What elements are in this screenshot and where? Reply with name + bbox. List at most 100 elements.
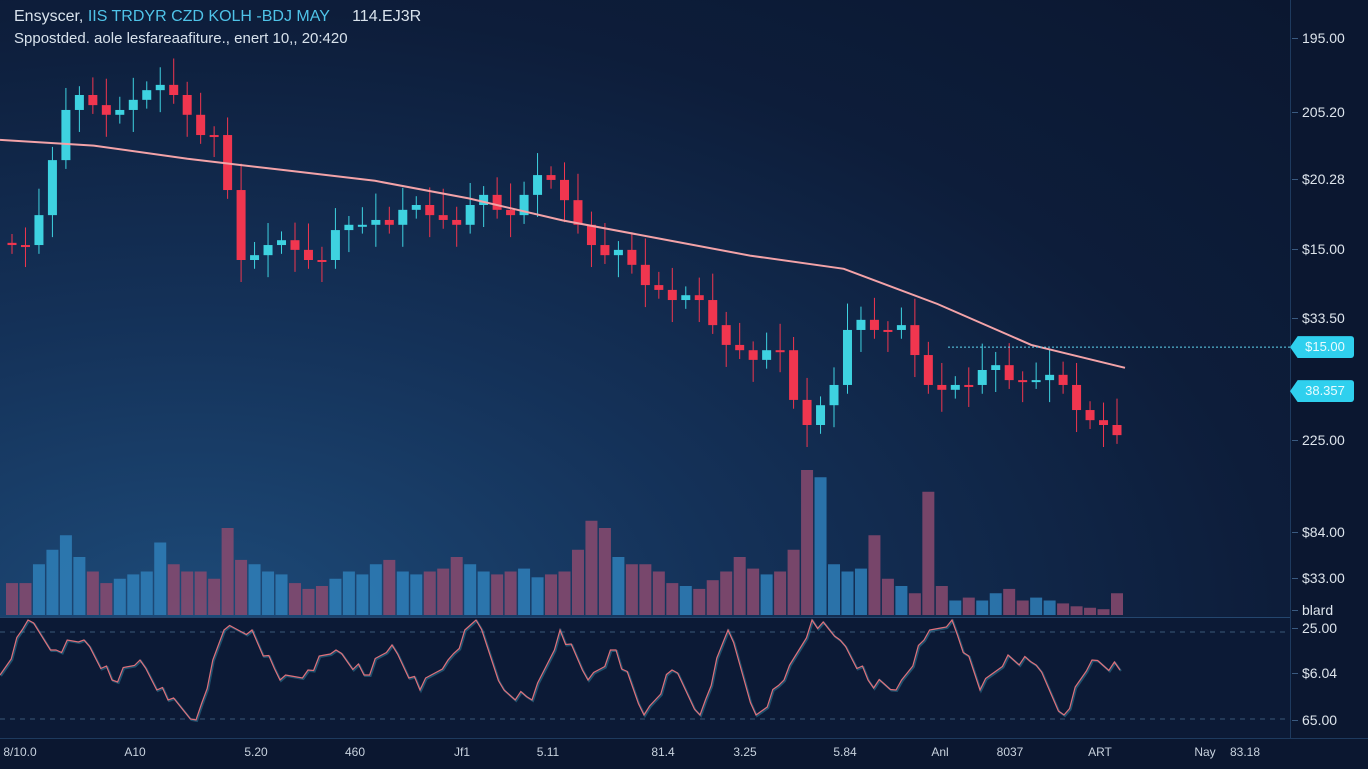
candle — [654, 271, 664, 299]
volume-bar — [1043, 600, 1056, 615]
candle — [748, 341, 758, 382]
volume-bar — [383, 559, 396, 615]
volume-bar — [248, 564, 261, 615]
candle-body — [627, 249, 637, 265]
candle — [1112, 398, 1122, 444]
candle — [896, 307, 906, 339]
candle-body — [115, 109, 125, 115]
candle-body — [169, 84, 179, 95]
volume-bar — [1003, 588, 1016, 615]
candle-body — [20, 245, 30, 248]
candles — [7, 58, 1122, 447]
candle — [47, 146, 57, 238]
price-label: 114.EJ3R — [352, 8, 422, 25]
volume-bar — [1057, 603, 1070, 615]
volume-bar — [1016, 600, 1029, 615]
volume-bar — [315, 586, 328, 615]
candle — [61, 87, 71, 169]
candle — [101, 78, 111, 137]
candle-body — [896, 325, 906, 330]
candle-body — [600, 245, 610, 256]
x-axis-label: 5.11 — [536, 745, 560, 759]
candle-body — [101, 105, 111, 115]
candle-body — [856, 319, 866, 330]
candle — [519, 181, 529, 224]
price-axis-line — [1290, 0, 1291, 740]
x-axis-label: 5.84 — [833, 745, 857, 759]
volume-bar — [288, 583, 301, 615]
volume-bar — [881, 578, 894, 615]
x-axis-label: 3.25 — [733, 745, 757, 759]
candle — [910, 298, 920, 378]
x-axis-label: Anl — [931, 745, 949, 759]
title-prefix: Ensyscer, — [14, 8, 84, 25]
candle — [209, 126, 219, 158]
candle — [115, 96, 125, 124]
candle-body — [694, 295, 704, 301]
candle — [425, 187, 435, 238]
candle — [411, 196, 421, 219]
candle-body — [61, 109, 71, 161]
y-axis-label: $33.00 — [1292, 570, 1345, 586]
candle — [640, 238, 650, 308]
candle — [330, 208, 340, 269]
volume-bar — [167, 564, 180, 615]
candle — [977, 343, 987, 394]
candle — [546, 166, 556, 189]
candle — [667, 267, 677, 323]
candle-body — [7, 242, 17, 246]
price-tag: $15.00 — [1290, 336, 1354, 359]
volume-bar — [46, 549, 59, 615]
candle-body — [250, 255, 260, 260]
x-axis-label: Nay — [1194, 745, 1216, 759]
candle — [681, 286, 691, 309]
candle — [74, 86, 84, 132]
candle — [250, 241, 260, 269]
candle — [303, 223, 313, 269]
candle — [492, 177, 502, 219]
volume-bar — [639, 564, 652, 615]
candle — [263, 223, 273, 278]
candle — [883, 321, 893, 352]
candle — [357, 207, 367, 234]
oscillator-series — [0, 618, 1122, 723]
candle — [371, 193, 381, 247]
candle — [533, 153, 543, 217]
candle — [829, 367, 839, 428]
candle-body — [438, 215, 448, 220]
candle-body — [1072, 384, 1082, 411]
candle-body — [357, 224, 367, 227]
oscillator-shadow-line — [0, 618, 1122, 723]
y-axis-label: $15.00 — [1292, 241, 1345, 257]
volume-bar — [774, 571, 787, 615]
candle-body — [371, 219, 381, 225]
candle — [465, 183, 475, 234]
candle-body — [34, 215, 44, 246]
candle — [775, 323, 785, 373]
oscillator-line — [0, 618, 1121, 721]
candle — [856, 306, 866, 352]
candle-body — [708, 300, 718, 326]
candle-body — [667, 289, 677, 301]
candle — [613, 241, 623, 278]
volume-bar — [208, 578, 221, 615]
candle-body — [533, 175, 543, 195]
volume-bar — [895, 586, 908, 615]
volume-bar — [679, 586, 692, 615]
candle — [506, 183, 516, 238]
volume-bar — [437, 568, 450, 615]
candle-body — [425, 205, 435, 216]
volume-bar — [814, 477, 827, 615]
volume-bar — [194, 571, 207, 615]
symbol-label[interactable]: IIS TRDYR CZD KOLH -BDJ MAY — [87, 8, 330, 25]
volume-bar — [666, 583, 679, 615]
candle — [762, 332, 772, 369]
candle-body — [263, 245, 273, 256]
x-axis-label: 83.18 — [1229, 745, 1261, 759]
x-axis-label: ART — [1088, 745, 1112, 759]
oscillator-guides — [0, 631, 1290, 720]
volume-bar — [59, 535, 72, 615]
candle — [708, 273, 718, 334]
volume-bar — [1030, 597, 1043, 615]
